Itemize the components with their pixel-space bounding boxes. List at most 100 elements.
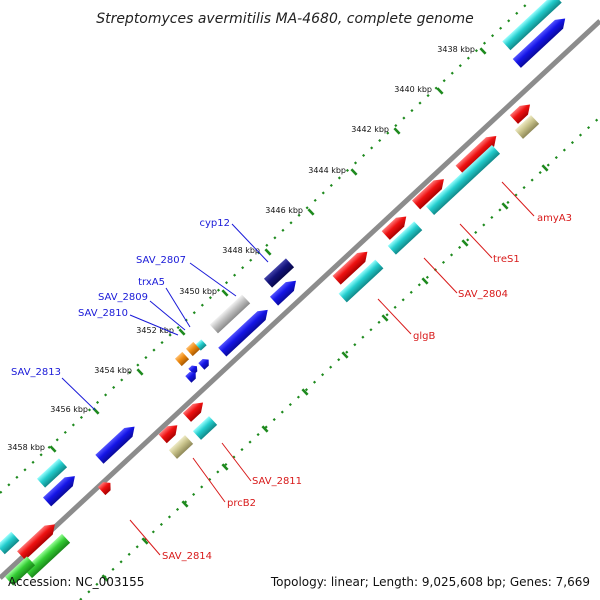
ruler-tick-label: 3444 kbp	[308, 166, 346, 175]
label-leader-line	[501, 181, 535, 217]
ruler-tick-label: 3456 kbp	[50, 405, 88, 414]
label-leader-line	[192, 457, 226, 503]
gene-lower-green-b[interactable]	[4, 556, 36, 586]
gene-lower-cyan-c[interactable]	[338, 259, 384, 303]
gene-lower-red-f[interactable]	[182, 398, 207, 422]
gene-upper-top-cyan[interactable]	[502, 0, 562, 51]
gene-upper-navy[interactable]	[263, 258, 295, 288]
label-leader-line	[221, 442, 252, 482]
label-leader-line	[129, 314, 179, 336]
ruler-tick-label: 3442 kbp	[351, 125, 389, 134]
gene-label-glgB[interactable]: glgB	[413, 331, 435, 342]
gene-lower-red-e[interactable]	[332, 247, 372, 285]
gene-label-SAV_2810[interactable]: SAV_2810	[78, 308, 128, 319]
gene-lower-cyan-d[interactable]	[192, 416, 218, 440]
label-leader-line	[423, 257, 458, 294]
gene-label-amyA3[interactable]: amyA3	[537, 213, 572, 224]
gene-label-SAV_2813[interactable]: SAV_2813	[11, 367, 61, 378]
ruler-dotted-line	[79, 116, 600, 600]
ruler-tick-mark	[49, 445, 57, 453]
ruler-tick-mark	[101, 574, 109, 582]
ruler-tick-label: 3452 kbp	[136, 326, 174, 335]
gene-label-prcB2[interactable]: prcB2	[227, 498, 256, 509]
label-leader-line	[231, 223, 269, 263]
ruler-tick-label: 3448 kbp	[222, 246, 260, 255]
gene-upper-blue-f[interactable]	[95, 422, 138, 464]
gene-upper-blue-g[interactable]	[42, 472, 79, 507]
gene-label-SAV_2811[interactable]: SAV_2811	[252, 476, 302, 487]
gene-lower-red-a[interactable]	[509, 100, 534, 124]
gene-lower-cyan-a[interactable]	[425, 144, 501, 216]
gene-upper-cyan-e[interactable]	[36, 458, 68, 488]
gene-lower-red-d[interactable]	[381, 212, 411, 240]
gene-lower-red-b[interactable]	[455, 132, 501, 175]
gene-lower-green[interactable]	[23, 533, 71, 579]
label-leader-lines	[61, 181, 535, 556]
ruler-tick-mark	[479, 47, 487, 55]
ruler-tick-mark	[264, 248, 272, 256]
label-leader-line	[165, 287, 191, 328]
ruler-tick-label: 3440 kbp	[394, 85, 432, 94]
ruler-tick-mark	[178, 328, 186, 336]
ruler-tick-mark	[136, 368, 144, 376]
gene-upper-top-blue[interactable]	[512, 14, 570, 68]
gene-lower-red-c[interactable]	[411, 175, 448, 210]
gene-upper-blue-c[interactable]	[198, 356, 211, 370]
ruler-tick-mark	[341, 351, 349, 359]
ruler-tick-mark	[436, 87, 444, 95]
gene-label-SAV_2807[interactable]: SAV_2807	[136, 255, 186, 266]
ruler-tick-mark	[181, 500, 189, 508]
label-leader-line	[189, 262, 237, 297]
sequence-backbone	[0, 17, 600, 582]
gene-features	[0, 0, 570, 586]
gene-lower-cyan-b[interactable]	[387, 221, 423, 255]
ruler-tick-mark	[501, 202, 509, 210]
ruler-tick-mark	[221, 289, 229, 297]
ruler-tick-mark	[541, 164, 549, 172]
label-leader-line	[129, 519, 161, 556]
gene-upper-blue-d[interactable]	[188, 363, 199, 375]
genome-summary-text: Topology: linear; Length: 9,025,608 bp; …	[270, 575, 590, 589]
gene-label-SAV_2809[interactable]: SAV_2809	[98, 292, 148, 303]
gene-upper-blue-b[interactable]	[218, 306, 272, 357]
gene-label-SAV_2804[interactable]: SAV_2804	[458, 289, 508, 300]
ruler-tick-mark	[141, 537, 149, 545]
gene-label-treS1[interactable]: treS1	[493, 254, 520, 265]
gene-label-trxA5[interactable]: trxA5	[138, 277, 165, 288]
gene-label-cyp12[interactable]: cyp12	[200, 218, 231, 229]
gene-upper-orange-b[interactable]	[174, 351, 190, 367]
ruler-tick-mark	[461, 239, 469, 247]
ruler-tick-mark	[307, 208, 315, 216]
ruler-dotted-line	[0, 0, 533, 494]
ruler-tick-mark	[393, 127, 401, 135]
ruler-tick-mark	[221, 463, 229, 471]
ruler-tick-label: 3458 kbp	[7, 443, 45, 452]
gene-lower-khaki-a[interactable]	[514, 115, 540, 139]
ruler-tick-mark	[350, 168, 358, 176]
gene-lower-cyan-f[interactable]	[0, 531, 20, 555]
accession-text: Accession: NC_003155	[8, 575, 144, 589]
gene-upper-gray[interactable]	[209, 294, 251, 334]
gene-lower-red-g[interactable]	[158, 421, 182, 444]
ruler-tick-label: 3450 kbp	[179, 287, 217, 296]
ruler-tick-mark	[301, 388, 309, 396]
gene-lower-red-i[interactable]	[17, 520, 59, 561]
gene-upper-blue-e[interactable]	[185, 369, 198, 383]
gene-upper-blue-a[interactable]	[269, 276, 300, 306]
ruler-tick-mark	[381, 314, 389, 322]
label-leader-line	[459, 223, 493, 259]
label-leader-line	[377, 298, 412, 335]
ruler-tick-mark	[261, 425, 269, 433]
ruler-tick-mark	[421, 277, 429, 285]
gene-label-SAV_2814[interactable]: SAV_2814	[162, 551, 212, 562]
gene-lower-khaki-b[interactable]	[168, 435, 194, 459]
ruler-tick-label: 3454 kbp	[94, 366, 132, 375]
gene-lower-red-h[interactable]	[97, 479, 114, 496]
ruler-tick-label: 3438 kbp	[437, 45, 475, 54]
gene-upper-orange-a[interactable]	[185, 341, 201, 357]
map-title: Streptomyces avermitilis MA-4680, comple…	[96, 11, 474, 27]
label-leader-line	[149, 300, 186, 331]
ruler-tick-label: 3446 kbp	[265, 206, 303, 215]
